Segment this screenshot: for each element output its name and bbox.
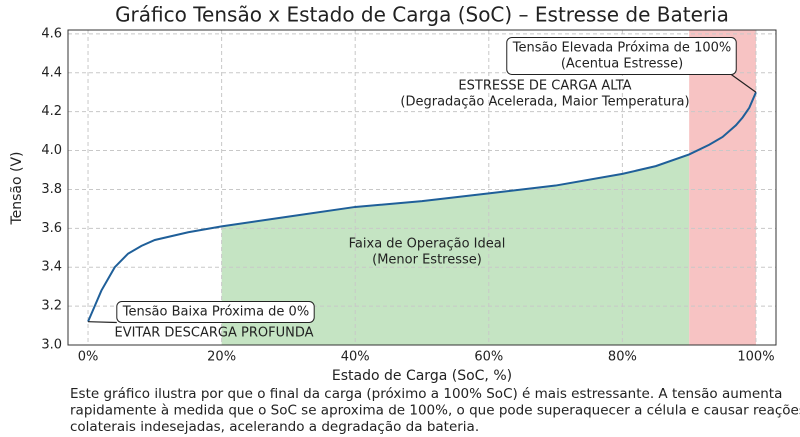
plot-frame [67, 29, 777, 346]
chart-title: Gráfico Tensão x Estado de Carga (SoC) –… [115, 3, 729, 27]
x-tick-label: 60% [474, 350, 503, 365]
annotation-arrow [730, 74, 757, 93]
y-tick-label: 3.4 [41, 260, 62, 275]
x-axis-label: Estado de Carga (SoC, %) [332, 368, 512, 384]
y-tick-label: 3.8 [41, 182, 62, 197]
x-tick-label: 40% [341, 350, 370, 365]
caption-line: Este gráfico ilustra por que o final da … [70, 386, 782, 402]
region [689, 30, 756, 345]
y-tick-label: 3.2 [41, 299, 62, 314]
caption-line: rapidamente à medida que o SoC se aproxi… [70, 403, 800, 419]
annotation-text: Tensão Baixa Próxima de 0% [122, 305, 309, 320]
y-tick-label: 3.6 [41, 221, 62, 236]
x-tick-label: 0% [78, 350, 99, 365]
annotation-text: (Menor Estresse) [372, 253, 482, 268]
annotation-text: Faixa de Operação Ideal [349, 237, 506, 252]
x-tick-label: 20% [207, 350, 236, 365]
region [221, 92, 690, 345]
annotation-box [506, 37, 737, 75]
annotation-text: (Degradação Acelerada, Maior Temperatura… [400, 95, 689, 110]
annotation-text: EVITAR DESCARGA PROFUNDA [114, 326, 313, 341]
annotation-box [116, 301, 315, 323]
caption-line: colaterais indesejadas, acelerando a deg… [70, 419, 479, 435]
y-tick-label: 4.0 [41, 143, 62, 158]
annotation-arrow [88, 321, 117, 324]
x-tick-label: 100% [737, 350, 774, 365]
y-tick-label: 4.4 [41, 65, 62, 80]
y-axis-label: Tensão (V) [9, 151, 25, 225]
annotation-text: Tensão Elevada Próxima de 100% [512, 41, 731, 56]
voltage-line [87, 91, 757, 323]
y-tick-label: 4.2 [41, 104, 62, 119]
y-tick-label: 4.6 [41, 26, 62, 41]
annotation-text: (Acentua Estresse) [561, 57, 683, 72]
y-tick-label: 3.0 [41, 338, 62, 353]
x-tick-label: 80% [608, 350, 637, 365]
annotation-text: ESTRESSE DE CARGA ALTA [458, 79, 631, 94]
